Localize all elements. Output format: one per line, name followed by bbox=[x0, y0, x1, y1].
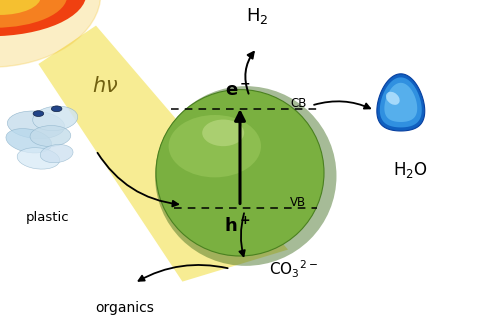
Text: H$_2$: H$_2$ bbox=[246, 6, 268, 26]
Text: CB: CB bbox=[290, 97, 307, 109]
Text: organics: organics bbox=[96, 301, 154, 315]
Ellipse shape bbox=[17, 148, 60, 169]
Ellipse shape bbox=[33, 111, 44, 116]
Text: $\mathbf{e^-}$: $\mathbf{e^-}$ bbox=[225, 82, 251, 100]
Ellipse shape bbox=[6, 129, 52, 153]
Polygon shape bbox=[38, 26, 288, 282]
Text: CO$_3$$^{2-}$: CO$_3$$^{2-}$ bbox=[269, 258, 318, 279]
Ellipse shape bbox=[40, 145, 73, 163]
Ellipse shape bbox=[0, 0, 86, 36]
Polygon shape bbox=[384, 83, 417, 122]
Text: plastic: plastic bbox=[26, 211, 70, 224]
Polygon shape bbox=[377, 74, 425, 131]
Ellipse shape bbox=[30, 125, 71, 147]
Text: VB: VB bbox=[290, 196, 307, 209]
Text: H$_2$O: H$_2$O bbox=[393, 160, 428, 180]
Ellipse shape bbox=[0, 0, 41, 15]
Ellipse shape bbox=[51, 106, 62, 112]
Polygon shape bbox=[380, 77, 422, 127]
Text: $\mathbf{h^+}$: $\mathbf{h^+}$ bbox=[224, 216, 251, 235]
Text: $h\nu$: $h\nu$ bbox=[93, 76, 119, 96]
Ellipse shape bbox=[0, 0, 67, 28]
Ellipse shape bbox=[155, 86, 336, 266]
Ellipse shape bbox=[202, 120, 244, 146]
Ellipse shape bbox=[7, 111, 65, 139]
Ellipse shape bbox=[386, 92, 400, 105]
Ellipse shape bbox=[33, 106, 78, 131]
Ellipse shape bbox=[168, 115, 261, 177]
Circle shape bbox=[0, 0, 101, 67]
Ellipse shape bbox=[156, 90, 324, 256]
